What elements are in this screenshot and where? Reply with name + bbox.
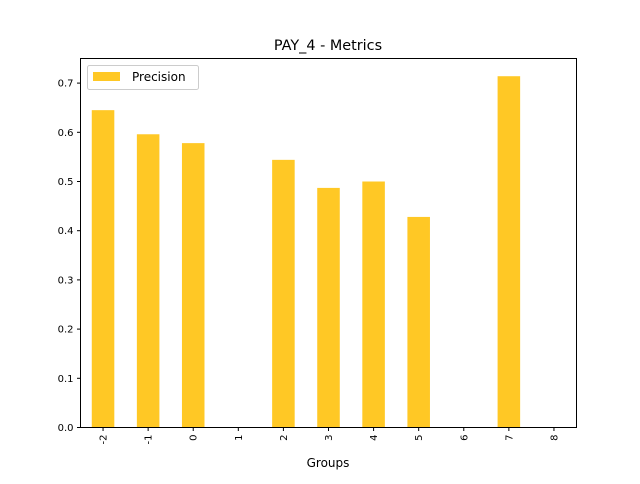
y-tick-label: 0.7 bbox=[58, 79, 74, 90]
x-tick-label: 6 bbox=[459, 435, 470, 441]
x-tick-label: 8 bbox=[549, 435, 560, 441]
bar-5 bbox=[407, 216, 430, 428]
y-tick-label: 0.5 bbox=[58, 177, 74, 188]
chart-title: PAY_4 - Metrics bbox=[274, 38, 382, 54]
plot-frame bbox=[80, 58, 577, 428]
bar-3 bbox=[317, 187, 340, 428]
y-tick-label: 0.2 bbox=[58, 325, 74, 336]
bar-2 bbox=[272, 159, 295, 428]
legend-box bbox=[87, 65, 199, 90]
y-tick-label: 0.6 bbox=[58, 128, 74, 139]
x-tick-label: 0 bbox=[189, 435, 200, 441]
bar--1 bbox=[136, 134, 160, 428]
x-tick-label: 3 bbox=[324, 435, 335, 441]
legend-swatch bbox=[93, 72, 120, 81]
y-tick-label: 0.0 bbox=[58, 423, 74, 434]
y-tick-label: 0.4 bbox=[58, 226, 74, 237]
x-tick-label: -1 bbox=[144, 435, 155, 445]
x-tick-label: 4 bbox=[369, 435, 380, 441]
bar--2 bbox=[91, 110, 115, 428]
legend: Precision bbox=[87, 65, 199, 90]
x-tick-label: 1 bbox=[234, 435, 245, 441]
x-axis-label: Groups bbox=[307, 456, 350, 470]
x-tick-label: 2 bbox=[279, 435, 290, 441]
x-tick-label: 7 bbox=[504, 435, 515, 441]
legend-label: Precision bbox=[132, 70, 186, 84]
x-tick-label: 5 bbox=[414, 435, 425, 441]
x-tick-label: -2 bbox=[99, 435, 110, 445]
y-tick-label: 0.1 bbox=[58, 374, 74, 385]
bar-4 bbox=[362, 181, 385, 428]
y-tick-label: 0.3 bbox=[58, 275, 74, 286]
bar-0 bbox=[181, 143, 205, 428]
bar-7 bbox=[497, 76, 521, 428]
